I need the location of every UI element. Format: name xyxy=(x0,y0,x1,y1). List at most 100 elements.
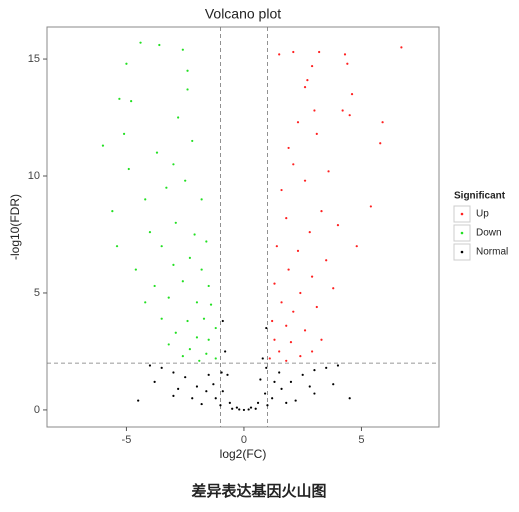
legend-label: Normal xyxy=(476,247,508,258)
point xyxy=(280,188,283,192)
point xyxy=(191,139,194,143)
point xyxy=(303,329,307,332)
x-tick-label: 0 xyxy=(241,434,247,446)
point xyxy=(202,317,206,320)
point xyxy=(296,249,300,252)
point xyxy=(137,399,140,402)
point xyxy=(275,245,278,248)
point xyxy=(348,114,351,117)
point xyxy=(336,224,340,227)
point xyxy=(346,62,349,65)
point xyxy=(278,53,281,56)
y-tick-label: 5 xyxy=(34,287,40,299)
point xyxy=(188,256,191,259)
point xyxy=(313,109,316,112)
point xyxy=(313,369,316,372)
point xyxy=(313,392,316,395)
point xyxy=(101,144,105,147)
legend-marker xyxy=(460,250,464,254)
point xyxy=(186,88,189,91)
point xyxy=(369,205,372,208)
point xyxy=(220,371,223,374)
point xyxy=(144,301,147,304)
point xyxy=(139,41,142,44)
point xyxy=(158,43,161,47)
point xyxy=(219,404,222,407)
point xyxy=(310,350,314,353)
point xyxy=(265,366,268,369)
point xyxy=(235,406,238,409)
point xyxy=(336,364,340,367)
point xyxy=(186,319,189,323)
point xyxy=(224,350,227,353)
x-axis-label: log2(FC) xyxy=(220,447,267,461)
point xyxy=(191,397,194,400)
point xyxy=(271,319,274,323)
point xyxy=(207,338,210,341)
point xyxy=(228,401,231,405)
point xyxy=(122,132,126,136)
point xyxy=(186,69,189,72)
y-axis-label: -log10(FDR) xyxy=(8,194,22,260)
point xyxy=(177,116,180,119)
legend-label: Down xyxy=(476,228,502,239)
point xyxy=(285,401,288,405)
point xyxy=(205,352,208,355)
point xyxy=(303,179,307,182)
point xyxy=(153,380,156,383)
point xyxy=(111,209,114,213)
point xyxy=(310,275,314,278)
point xyxy=(184,179,187,182)
point xyxy=(200,268,203,271)
point xyxy=(115,245,119,248)
point xyxy=(214,397,217,400)
point xyxy=(174,221,177,224)
point xyxy=(214,326,217,330)
point xyxy=(285,217,288,220)
point xyxy=(294,399,297,402)
caption: 差异表达基因火山图 xyxy=(191,482,326,500)
point xyxy=(315,132,318,136)
point xyxy=(325,259,328,262)
point xyxy=(287,146,290,150)
point xyxy=(273,338,276,341)
point xyxy=(193,233,196,236)
point xyxy=(195,385,199,388)
y-tick-label: 15 xyxy=(28,53,40,65)
point xyxy=(205,390,208,393)
point xyxy=(341,109,344,112)
legend-title: Significant xyxy=(454,191,506,202)
point xyxy=(306,78,309,82)
point xyxy=(271,397,274,400)
point xyxy=(195,301,199,304)
point xyxy=(207,284,210,288)
point xyxy=(299,355,302,358)
point xyxy=(181,355,184,358)
point xyxy=(148,231,152,234)
point xyxy=(273,380,276,383)
point xyxy=(205,240,208,243)
point xyxy=(299,291,302,295)
point xyxy=(280,387,283,390)
point xyxy=(172,163,175,166)
point xyxy=(280,301,283,304)
point xyxy=(249,406,253,409)
point xyxy=(221,390,224,393)
point xyxy=(200,402,203,406)
point xyxy=(165,186,168,189)
point xyxy=(214,357,217,360)
point xyxy=(268,357,271,360)
point xyxy=(172,371,175,374)
point xyxy=(310,64,314,68)
point xyxy=(348,397,351,400)
point xyxy=(265,326,268,330)
point xyxy=(174,331,177,334)
point xyxy=(343,53,347,56)
point xyxy=(355,245,358,248)
point xyxy=(153,284,156,288)
point xyxy=(167,343,170,346)
point xyxy=(266,404,269,407)
point xyxy=(318,50,321,54)
point xyxy=(289,340,293,344)
